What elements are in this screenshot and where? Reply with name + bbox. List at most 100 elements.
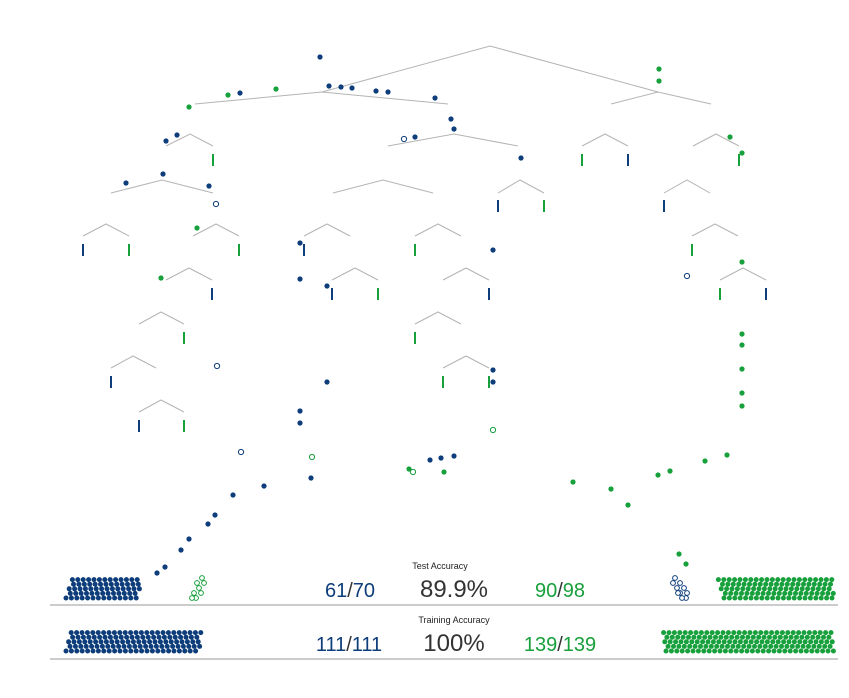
pile-dot — [85, 648, 91, 654]
pile-dot — [827, 643, 833, 649]
pile-dot — [76, 581, 82, 587]
pile-dot — [91, 634, 97, 640]
pile-dot — [769, 630, 775, 636]
pile-dot — [120, 586, 126, 592]
misclassified-dot — [681, 585, 687, 591]
pile-dot — [94, 590, 100, 596]
pile-dot — [71, 639, 77, 645]
sample-dot — [385, 89, 391, 95]
pile-dot — [729, 634, 735, 640]
pile-dot — [63, 595, 69, 601]
pile-dot — [128, 648, 134, 654]
pile-dot — [757, 581, 763, 587]
test-accuracy-value: 89.9% — [420, 576, 488, 603]
pile-dot — [802, 639, 808, 645]
pile-dot — [197, 643, 203, 649]
pile-dot — [817, 581, 823, 587]
misclassified-dot — [201, 580, 207, 586]
test-right-slash: / — [557, 580, 563, 602]
pile-dot — [725, 643, 730, 649]
pile-dot — [812, 630, 818, 636]
pile-dot — [130, 639, 136, 645]
pile-dot — [794, 586, 800, 592]
pile-dot — [122, 630, 128, 636]
pile-dot — [114, 639, 120, 645]
pile-dot — [155, 648, 161, 654]
pile-dot — [122, 648, 128, 654]
pile-dot — [661, 630, 667, 636]
pile-dot — [713, 634, 718, 640]
test-left-green-errors — [189, 575, 207, 601]
pile-dot — [74, 630, 80, 636]
pile-dot — [182, 630, 188, 636]
test-left-blue-pile — [63, 577, 142, 601]
pile-dot — [125, 639, 131, 645]
pile-dot — [155, 630, 161, 636]
pile-dot — [776, 648, 782, 654]
pile-dot — [807, 577, 813, 583]
pile-dot — [817, 630, 823, 636]
pile-dot — [727, 639, 733, 645]
pile-dot — [683, 639, 689, 645]
pile-dot — [788, 634, 794, 640]
sample-dot — [212, 512, 218, 518]
pile-dot — [728, 648, 734, 654]
pile-dot — [103, 581, 109, 587]
pile-dot — [121, 590, 127, 596]
sample-dot — [451, 126, 457, 132]
sample-dot — [154, 570, 160, 576]
pile-dot — [747, 630, 753, 636]
pile-dot — [752, 581, 758, 587]
pile-dot — [783, 634, 789, 640]
pile-dot — [780, 595, 786, 601]
pile-dot — [186, 643, 192, 649]
training-left-slash: / — [346, 634, 352, 656]
pile-dot — [126, 586, 132, 592]
sample-dot — [518, 155, 524, 161]
sample-dot — [373, 88, 379, 94]
split-node — [110, 355, 157, 369]
sample-dot — [490, 247, 496, 253]
pile-dot — [810, 586, 816, 592]
pile-dot — [111, 630, 117, 636]
pile-dot — [806, 630, 812, 636]
sample-dot — [739, 259, 745, 265]
pile-dot — [168, 639, 174, 645]
pile-dot — [107, 577, 113, 583]
sample-dot — [490, 379, 496, 385]
split-node — [165, 133, 214, 147]
pile-dot — [178, 634, 184, 640]
pile-dot — [775, 639, 781, 645]
pile-dot — [782, 648, 788, 654]
pile-dot — [689, 639, 695, 645]
sample-dot — [225, 92, 231, 98]
pile-dot — [86, 634, 92, 640]
pile-dot — [79, 595, 85, 601]
pile-dot — [721, 595, 727, 601]
pile-dot — [78, 590, 84, 596]
sample-dot — [324, 379, 330, 385]
pile-dot — [786, 577, 792, 583]
pile-dot — [72, 586, 78, 592]
pile-dot — [708, 643, 714, 649]
pile-dot — [671, 643, 676, 649]
pile-dot — [799, 586, 805, 592]
pile-dot — [87, 639, 93, 645]
sample-dot — [676, 551, 682, 557]
pile-dot — [716, 639, 722, 645]
pile-dot — [130, 581, 136, 587]
pile-dot — [135, 581, 141, 587]
pile-dot — [763, 630, 769, 636]
sample-dot — [213, 362, 221, 370]
pile-dot — [179, 639, 185, 645]
pile-dot — [744, 648, 750, 654]
pile-dot — [806, 643, 811, 649]
pile-dot — [787, 590, 793, 596]
pile-dot — [719, 643, 725, 649]
pile-dot — [715, 630, 721, 636]
pile-dot — [779, 630, 785, 636]
split-node — [497, 179, 545, 194]
pile-dot — [779, 581, 785, 587]
sample-dot — [158, 275, 164, 281]
pile-dot — [79, 648, 85, 654]
